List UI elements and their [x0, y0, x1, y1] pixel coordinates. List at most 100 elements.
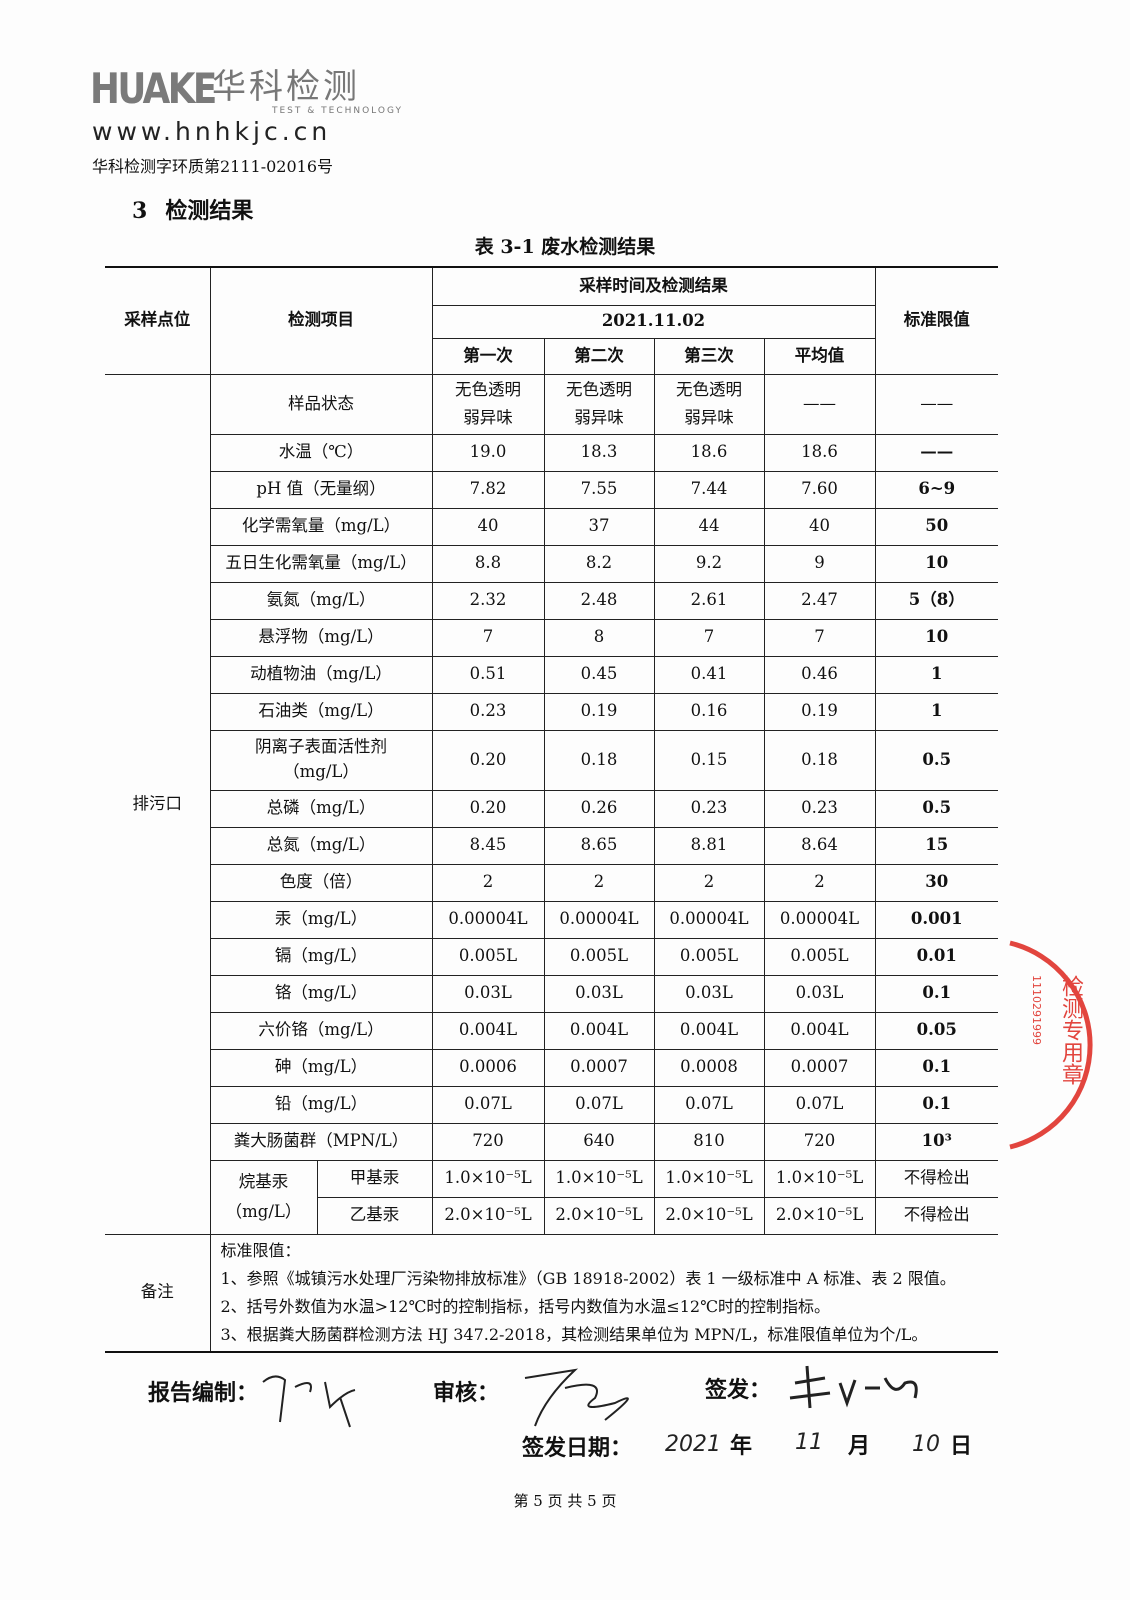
table-row: 水温（℃） 19.0 18.3 18.6 18.6 —— — [105, 433, 998, 472]
reviewer-signature — [524, 1368, 629, 1427]
table-cell: 640 — [543, 1122, 655, 1161]
table-cell: 720 — [763, 1122, 876, 1161]
table-cell: 0.07L — [653, 1085, 765, 1124]
day-unit: 日 — [950, 1434, 973, 1459]
header-site: 采样点位 — [105, 266, 211, 375]
table-cell: 0.19 — [543, 692, 655, 731]
table-cell: 0.00004L — [653, 900, 765, 939]
table-title: 表 3-1 废水检测结果 — [474, 236, 656, 258]
issue-date-label: 签发日期： — [522, 1436, 633, 1461]
table-cell: 0.23 — [653, 789, 765, 828]
table-row: 石油类（mg/L） 0.23 0.19 0.16 0.19 1 — [105, 692, 998, 731]
table-cell: 8.65 — [543, 826, 655, 865]
limit-cell: 10 — [874, 544, 998, 583]
site-cell: 排污口 — [105, 373, 211, 1235]
limit-cell: —— — [874, 373, 998, 435]
table-cell: 0.45 — [543, 655, 655, 694]
table-row: 采样点位 检测项目 采样时间及检测结果 标准限值 — [105, 266, 998, 375]
limit-cell: 0.1 — [874, 1085, 998, 1124]
item-cell: 悬浮物（mg/L） — [210, 618, 433, 657]
item-cell: 铬（mg/L） — [210, 974, 433, 1013]
table-cell: 0.005L — [543, 937, 655, 976]
table-row: pH 值（无量纲） 7.82 7.55 7.44 7.60 6~9 — [105, 470, 998, 509]
header-item: 检测项目 — [209, 266, 433, 375]
stamp-ring — [1009, 940, 1093, 1150]
alkyl-group-cell: 烷基汞 （mg/L） — [210, 1159, 318, 1235]
header-date: 2021.11.02 — [432, 304, 875, 339]
table-row: 砷（mg/L） 0.0006 0.0007 0.0008 0.0007 0.1 — [105, 1048, 998, 1087]
limit-cell: 0.1 — [874, 1048, 998, 1087]
header-group: 采样时间及检测结果 — [431, 266, 876, 306]
table-cell: 无色透明 弱异味 — [653, 373, 765, 435]
item-cell: 色度（倍） — [210, 863, 433, 902]
limit-cell: 6~9 — [874, 470, 998, 509]
item-cell: 石油类（mg/L） — [210, 692, 433, 731]
table-cell: 0.23 — [763, 789, 876, 828]
table-cell: 0.0008 — [653, 1048, 765, 1087]
table-cell: 无色透明 弱异味 — [543, 373, 655, 435]
company-tagline: TEST & TECHNOLOGY — [272, 106, 403, 116]
table-row: 六价铬（mg/L） 0.004L 0.004L 0.004L 0.004L 0.05 — [105, 1011, 998, 1050]
table-cell: 9 — [763, 544, 876, 583]
table-cell: 0.18 — [543, 729, 655, 791]
table-row: 镉（mg/L） 0.005L 0.005L 0.005L 0.005L 0.01 — [105, 937, 998, 976]
item-cell: 六价铬（mg/L） — [210, 1011, 433, 1050]
limit-cell: 10 — [874, 618, 998, 657]
month-unit: 月 — [848, 1434, 871, 1459]
table-cell: —— — [763, 373, 876, 435]
table-cell: 2 — [653, 863, 765, 902]
item-cell: 甲基汞 — [316, 1159, 433, 1198]
table-cell: 7 — [763, 618, 876, 657]
reviewer-label: 审核： — [433, 1381, 500, 1406]
table-cell: 2.0×10⁻⁵L — [653, 1196, 765, 1235]
table-cell: 0.20 — [431, 729, 545, 791]
item-cell: 总氮（mg/L） — [210, 826, 433, 865]
table-cell: 0.07L — [431, 1085, 545, 1124]
issue-year: 2021 — [665, 1432, 721, 1457]
item-cell: 氨氮（mg/L） — [210, 581, 433, 620]
table-cell: 810 — [653, 1122, 765, 1161]
table-cell: 0.004L — [763, 1011, 876, 1050]
item-cell: 阴离子表面活性剂 （mg/L） — [210, 729, 433, 791]
table-cell: 0.00004L — [763, 900, 876, 939]
table-row: 粪大肠菌群（MPN/L） 720 640 810 720 10³ — [105, 1122, 998, 1161]
note-line: 标准限值： — [220, 1240, 301, 1260]
limit-cell: 10³ — [874, 1122, 998, 1161]
table-row: 备注 标准限值： 1、参照《城镇污水处理厂污染物排放标准》（GB 18918-200… — [105, 1233, 998, 1353]
table-cell: 0.07L — [763, 1085, 876, 1124]
item-cell: 汞（mg/L） — [210, 900, 433, 939]
item-cell: 化学需氧量（mg/L） — [210, 507, 433, 546]
limit-cell: 30 — [874, 863, 998, 902]
item-cell: 乙基汞 — [317, 1196, 433, 1235]
item-cell: 样品状态 — [209, 373, 433, 435]
company-name: 华科检测 — [212, 67, 360, 107]
table-cell: 8.81 — [653, 826, 765, 865]
table-cell: 720 — [431, 1122, 545, 1161]
note-line: 2、括号外数值为水温>12℃时的控制指标，括号内数值为水温≤12℃时的控制指标。 — [220, 1296, 831, 1316]
stamp-text: 检测专用章 — [1058, 975, 1083, 1085]
note-line: 3、根据粪大肠菌群检测方法 HJ 347.2-2018，其检测结果单位为 MPN… — [220, 1324, 928, 1344]
table-row: 铅（mg/L） 0.07L 0.07L 0.07L 0.07L 0.1 — [105, 1085, 998, 1124]
table-cell: 0.005L — [653, 937, 765, 976]
table-cell: 2.48 — [543, 581, 655, 620]
table-cell: 0.51 — [431, 655, 545, 694]
compiler-signature — [262, 1375, 356, 1428]
table-cell: 7 — [653, 618, 765, 657]
table-cell: 0.18 — [763, 729, 876, 791]
header-run: 平均值 — [763, 337, 875, 375]
limit-cell: 1 — [874, 692, 998, 731]
item-cell: 铅（mg/L） — [210, 1085, 433, 1124]
stamp-code: 1110291999 — [1030, 975, 1043, 1045]
header-limit: 标准限值 — [874, 266, 998, 375]
item-cell: 镉（mg/L） — [210, 937, 433, 976]
table-row: 悬浮物（mg/L） 7 8 7 7 10 — [105, 618, 998, 657]
limit-cell: 0.1 — [874, 974, 998, 1013]
table-cell: 9.2 — [653, 544, 765, 583]
issue-day: 10 — [912, 1432, 940, 1457]
table-cell: 7.55 — [543, 470, 655, 509]
table-cell: 2 — [431, 863, 545, 902]
table-cell: 0.41 — [653, 655, 765, 694]
limit-cell: 15 — [874, 826, 998, 865]
notes-label: 备注 — [105, 1233, 211, 1353]
table-cell: 0.0007 — [763, 1048, 876, 1087]
